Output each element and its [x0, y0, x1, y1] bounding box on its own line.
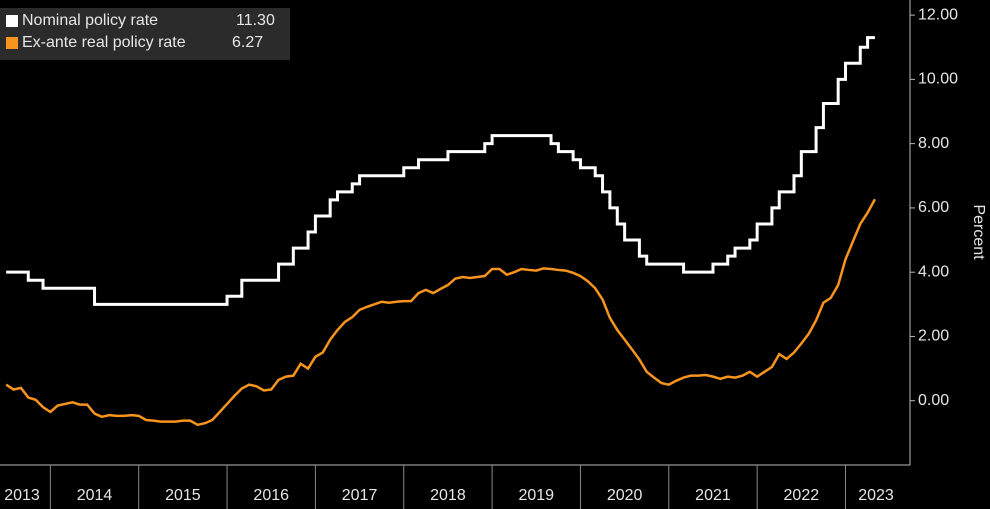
legend-swatch [6, 37, 18, 49]
y-tick-label: 8.00 [918, 135, 949, 152]
x-tick-label: 2016 [253, 487, 289, 504]
legend-label: Nominal policy rate [22, 12, 158, 29]
x-tick-label: 2020 [607, 487, 643, 504]
y-tick-label: 0.00 [918, 392, 949, 409]
x-tick-label: 2013 [4, 487, 40, 504]
y-tick-label: 4.00 [918, 263, 949, 280]
legend-swatch [6, 15, 18, 27]
x-tick-label: 2021 [695, 487, 731, 504]
x-tick-label: 2015 [165, 487, 201, 504]
legend-box [0, 8, 290, 60]
y-tick-label: 10.00 [918, 71, 958, 88]
y-tick-label: 6.00 [918, 199, 949, 216]
y-axis-label: Percent [970, 204, 987, 260]
x-tick-label: 2018 [430, 487, 466, 504]
legend-value: 11.30 [236, 12, 275, 29]
x-tick-label: 2022 [784, 487, 820, 504]
legend-value: 6.27 [232, 34, 263, 51]
legend-label: Ex-ante real policy rate [22, 34, 186, 51]
series-line [5, 198, 877, 427]
y-tick-label: 12.00 [918, 6, 958, 23]
series-line [6, 36, 875, 306]
y-tick-label: 2.00 [918, 328, 949, 345]
x-tick-label: 2014 [77, 487, 113, 504]
x-tick-label: 2019 [518, 487, 554, 504]
x-tick-label: 2017 [342, 487, 378, 504]
x-tick-label: 2023 [858, 487, 894, 504]
